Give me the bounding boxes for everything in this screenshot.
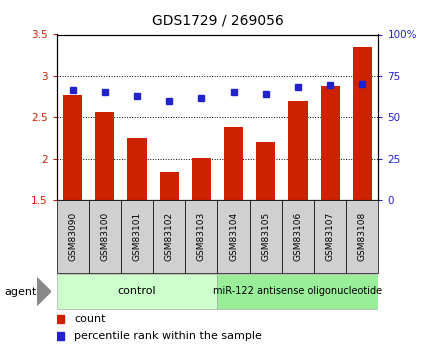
Bar (127, 138, 146, 200)
Text: GSM83101: GSM83101 (132, 212, 141, 261)
Bar (121, 200, 153, 273)
Text: percentile rank within the sample: percentile rank within the sample (74, 332, 262, 341)
Bar (95, 111, 114, 200)
Bar (63, 95, 82, 200)
Text: GSM83102: GSM83102 (164, 212, 173, 261)
Text: GSM83090: GSM83090 (68, 212, 77, 261)
Bar (185, 200, 217, 273)
Text: miR-122 antisense oligonucleotide: miR-122 antisense oligonucleotide (213, 286, 381, 296)
Bar (256, 142, 275, 200)
Text: GSM83105: GSM83105 (261, 212, 270, 261)
Bar (281, 200, 313, 273)
Bar (288, 101, 307, 200)
Bar (217, 200, 249, 273)
Text: GSM83107: GSM83107 (325, 212, 334, 261)
Text: agent: agent (4, 287, 36, 296)
Bar (352, 47, 371, 200)
Bar (249, 200, 281, 273)
Text: GDS1729 / 269056: GDS1729 / 269056 (151, 14, 283, 28)
Bar (224, 127, 243, 200)
Text: control: control (118, 286, 156, 296)
Text: GSM83103: GSM83103 (197, 212, 205, 261)
Polygon shape (37, 278, 51, 305)
Bar (345, 200, 378, 273)
Bar (159, 172, 178, 200)
Text: GSM83108: GSM83108 (357, 212, 366, 261)
Bar (191, 158, 210, 200)
Bar (217, 275, 378, 308)
Bar (56, 275, 217, 308)
Bar (320, 86, 339, 200)
Bar (153, 200, 185, 273)
Text: GSM83100: GSM83100 (100, 212, 109, 261)
Bar (56, 200, 89, 273)
Text: count: count (74, 314, 105, 324)
Bar (313, 200, 345, 273)
Text: GSM83106: GSM83106 (293, 212, 302, 261)
Bar (89, 200, 121, 273)
Text: GSM83104: GSM83104 (229, 212, 237, 261)
